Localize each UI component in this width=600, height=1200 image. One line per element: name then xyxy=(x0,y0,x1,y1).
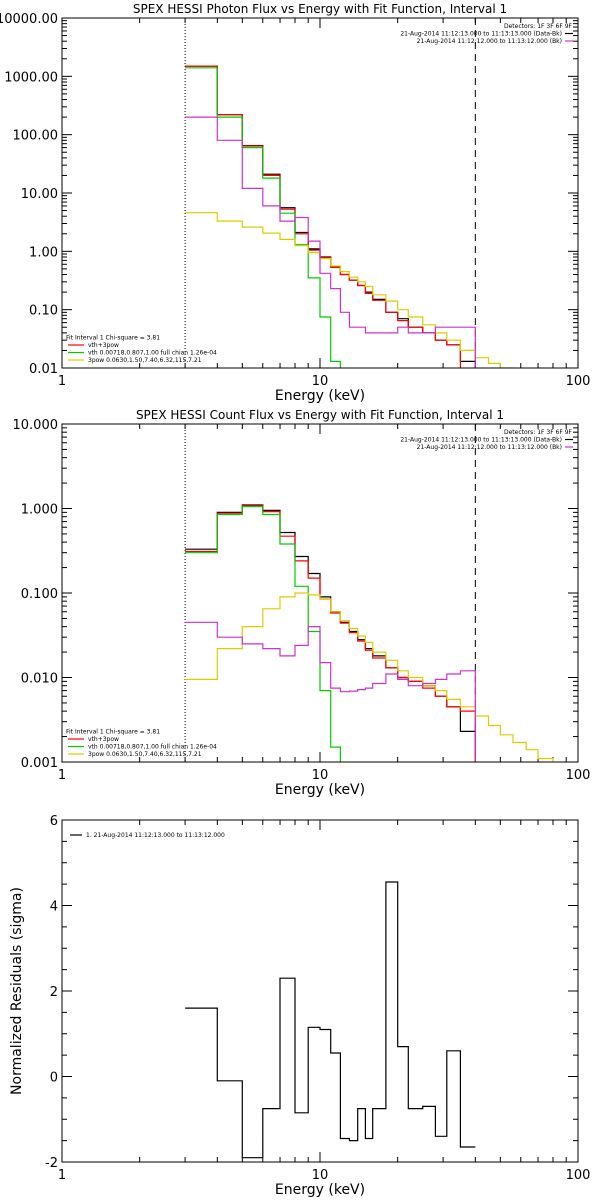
plot-frame xyxy=(61,423,579,763)
x-tick-label: 100 xyxy=(566,768,591,783)
x-axis-label: Energy (keV) xyxy=(275,388,365,404)
legend-entry-text: vth+3pow xyxy=(88,736,119,743)
series-group xyxy=(185,504,554,762)
legend-entry-text: Fit Interval 1 Chi-square = 3.81 xyxy=(66,729,160,736)
series-vth-3pow-line xyxy=(185,65,461,368)
series-vth-line xyxy=(185,67,341,368)
y-tick-label: 6 xyxy=(50,814,58,829)
chart-title: SPEX HESSI Photon Flux vs Energy with Fi… xyxy=(133,2,507,16)
legend-entry-text: 21-Aug-2014 11:12:13.000 to 11:13:13.000… xyxy=(400,31,562,38)
legend-entry-text: Fit Interval 1 Chi-square = 3.81 xyxy=(66,335,160,342)
x-tick-label: 1 xyxy=(58,768,66,783)
y-tick-label: -2 xyxy=(45,1156,58,1171)
legend-entry-text: 3pow 0.0630,1.50,7.40,6.32,115,7.21 xyxy=(88,751,202,758)
y-tick-label: 0.10 xyxy=(29,304,58,319)
series-bk-line xyxy=(185,116,476,368)
legend-entry-text: vth+3pow xyxy=(88,342,119,349)
y-tick-label: 0 xyxy=(50,1071,58,1086)
legend-entry-text: 21-Aug-2014 11:12:12.000 to 11:13:12.000… xyxy=(417,444,562,451)
x-tick-label: 10 xyxy=(312,374,329,389)
legend-entry-text: 1. 21-Aug-2014 11:12:13.000 to 11:13:12.… xyxy=(86,832,225,839)
y-tick-label: 0.010 xyxy=(21,672,58,687)
y-tick-label: 10.000 xyxy=(13,418,59,433)
series-group xyxy=(185,881,476,1159)
y-tick-label: 2 xyxy=(50,985,58,1000)
series-3pow-line xyxy=(185,212,514,368)
photon-flux-panel: SPEX HESSI Photon Flux vs Energy with Fi… xyxy=(0,2,590,404)
series-bk-line xyxy=(185,621,476,762)
x-tick-label: 100 xyxy=(566,374,591,389)
legend-entry-text: 3pow 0.0630,1.50,7.40,6.32,115,7.21 xyxy=(88,357,202,364)
y-tick-label: 4 xyxy=(50,900,58,915)
legend-entry-text: 21-Aug-2014 11:12:12.000 to 11:13:12.000… xyxy=(417,38,562,45)
chart-title: SPEX HESSI Count Flux vs Energy with Fit… xyxy=(136,408,504,422)
x-tick-label: 10 xyxy=(312,1168,329,1183)
x-tick-label: 10 xyxy=(312,768,329,783)
y-axis-label: Normalized Residuals (sigma) xyxy=(9,887,25,1095)
y-tick-label: 0.100 xyxy=(21,587,58,602)
y-tick-label: 1.00 xyxy=(29,245,58,260)
legend-entry-text: vth 0.00718,0.807,1.00 full chian 1.26e-… xyxy=(88,350,217,357)
x-tick-label: 100 xyxy=(566,1168,591,1183)
plot-frame xyxy=(61,17,579,369)
x-tick-label: 1 xyxy=(58,374,66,389)
y-tick-label: 100.00 xyxy=(13,129,59,144)
series-group xyxy=(185,65,514,368)
y-tick-label: 0.01 xyxy=(29,362,58,377)
plot-frame xyxy=(61,819,579,1163)
series-3pow-line xyxy=(185,592,554,762)
legend-entry-text: 21-Aug-2014 11:12:13.000 to 11:13:13.000… xyxy=(400,437,562,444)
x-tick-label: 1 xyxy=(58,1168,66,1183)
series-residuals-line xyxy=(185,881,476,1159)
series-vth-line xyxy=(185,506,341,762)
count-flux-panel: SPEX HESSI Count Flux vs Energy with Fit… xyxy=(13,408,591,798)
residuals-panel: Energy (keV) Normalized Residuals (sigma)… xyxy=(9,814,590,1198)
y-tick-label: 0.001 xyxy=(21,756,58,771)
y-tick-label: 10000.00 xyxy=(0,12,58,27)
y-tick-label: 1.000 xyxy=(21,503,58,518)
y-tick-label: 1000.00 xyxy=(4,70,58,85)
legend-entry-text: Detectors: 1F 3F 6F 9F xyxy=(504,23,573,30)
legend-entry-text: vth 0.00718,0.807,1.00 full chian 1.26e-… xyxy=(88,744,217,751)
y-tick-label: 10.00 xyxy=(21,187,58,202)
x-axis-label: Energy (keV) xyxy=(275,782,365,798)
x-axis-label: Energy (keV) xyxy=(275,1182,365,1198)
legend-entry-text: Detectors: 1F 3F 6F 9F xyxy=(504,429,573,436)
